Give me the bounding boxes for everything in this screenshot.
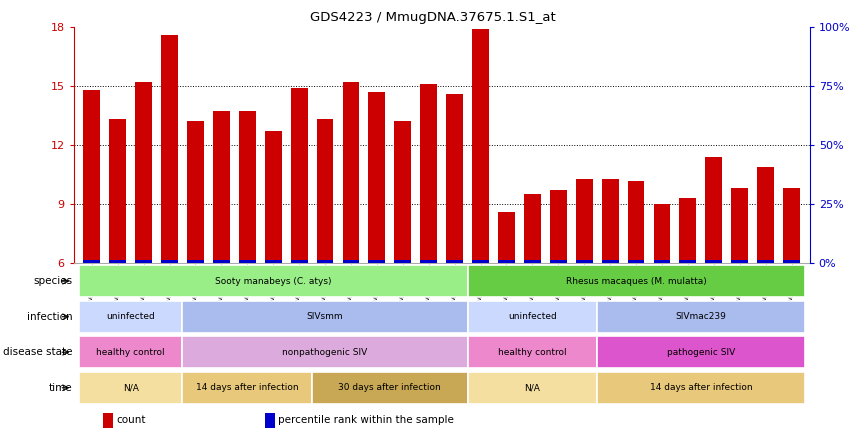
Bar: [731, 188, 748, 263]
Bar: [291, 260, 307, 263]
Bar: [420, 84, 437, 263]
Bar: [109, 260, 126, 263]
Bar: [550, 190, 566, 263]
Bar: [265, 260, 281, 263]
Text: infection: infection: [27, 312, 73, 322]
Bar: [602, 178, 618, 263]
Text: uninfected: uninfected: [508, 312, 557, 321]
Text: species: species: [33, 276, 73, 286]
Bar: [161, 260, 178, 263]
Bar: [183, 336, 468, 368]
Text: 14 days after infection: 14 days after infection: [650, 383, 753, 392]
Text: percentile rank within the sample: percentile rank within the sample: [278, 415, 454, 425]
Bar: [576, 260, 592, 263]
Bar: [187, 260, 204, 263]
Bar: [598, 336, 805, 368]
Text: pathogenic SIV: pathogenic SIV: [667, 348, 735, 357]
Text: count: count: [116, 415, 145, 425]
Bar: [550, 260, 566, 263]
Bar: [343, 82, 359, 263]
Bar: [472, 260, 489, 263]
Bar: [524, 260, 540, 263]
Text: time: time: [48, 383, 73, 393]
Bar: [161, 35, 178, 263]
Bar: [79, 336, 183, 368]
Text: N/A: N/A: [123, 383, 139, 392]
Text: Rhesus macaques (M. mulatta): Rhesus macaques (M. mulatta): [565, 277, 707, 285]
Bar: [394, 260, 411, 263]
Bar: [524, 194, 540, 263]
Text: Sooty manabeys (C. atys): Sooty manabeys (C. atys): [215, 277, 332, 285]
Bar: [420, 260, 437, 263]
Bar: [265, 413, 275, 428]
Bar: [83, 90, 100, 263]
Text: SIVsmm: SIVsmm: [307, 312, 343, 321]
Bar: [783, 260, 800, 263]
Bar: [343, 260, 359, 263]
Bar: [291, 88, 307, 263]
Bar: [394, 121, 411, 263]
Bar: [187, 121, 204, 263]
Text: N/A: N/A: [525, 383, 540, 392]
Bar: [79, 301, 183, 333]
Bar: [103, 413, 113, 428]
Bar: [183, 301, 468, 333]
Bar: [598, 372, 805, 404]
Bar: [317, 260, 333, 263]
Bar: [312, 372, 468, 404]
Text: disease state: disease state: [3, 347, 73, 357]
Bar: [757, 260, 774, 263]
Text: 30 days after infection: 30 days after infection: [339, 383, 441, 392]
Bar: [368, 92, 385, 263]
Bar: [731, 260, 748, 263]
Bar: [265, 131, 281, 263]
Text: SIVmac239: SIVmac239: [675, 312, 727, 321]
Bar: [498, 212, 515, 263]
Bar: [79, 265, 468, 297]
Bar: [79, 372, 183, 404]
Bar: [368, 260, 385, 263]
Bar: [706, 260, 722, 263]
Bar: [654, 204, 670, 263]
Bar: [83, 260, 100, 263]
Bar: [135, 260, 152, 263]
Bar: [135, 82, 152, 263]
Bar: [783, 188, 800, 263]
Bar: [468, 336, 598, 368]
Text: healthy control: healthy control: [498, 348, 566, 357]
Bar: [576, 178, 592, 263]
Bar: [239, 260, 255, 263]
Bar: [680, 198, 696, 263]
Bar: [213, 260, 229, 263]
Text: GDS4223 / MmugDNA.37675.1.S1_at: GDS4223 / MmugDNA.37675.1.S1_at: [310, 11, 556, 24]
Bar: [468, 301, 598, 333]
Bar: [183, 372, 312, 404]
Text: uninfected: uninfected: [107, 312, 155, 321]
Bar: [757, 167, 774, 263]
Bar: [498, 260, 515, 263]
Text: healthy control: healthy control: [96, 348, 165, 357]
Text: nonpathogenic SIV: nonpathogenic SIV: [282, 348, 368, 357]
Bar: [213, 111, 229, 263]
Bar: [239, 111, 255, 263]
Bar: [628, 260, 644, 263]
Bar: [446, 260, 463, 263]
Bar: [468, 372, 598, 404]
Bar: [446, 94, 463, 263]
Bar: [602, 260, 618, 263]
Bar: [598, 301, 805, 333]
Bar: [468, 265, 805, 297]
Bar: [680, 260, 696, 263]
Bar: [654, 260, 670, 263]
Bar: [706, 157, 722, 263]
Bar: [109, 119, 126, 263]
Bar: [317, 119, 333, 263]
Text: 14 days after infection: 14 days after infection: [196, 383, 299, 392]
Bar: [472, 28, 489, 263]
Bar: [628, 181, 644, 263]
